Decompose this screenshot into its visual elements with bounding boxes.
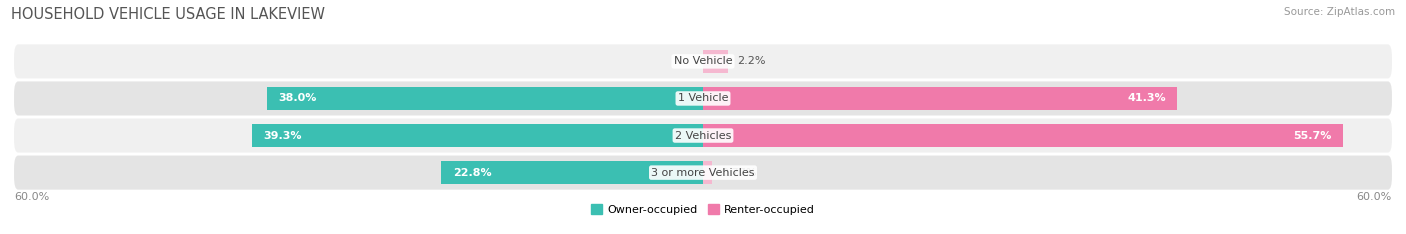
Text: 2 Vehicles: 2 Vehicles xyxy=(675,131,731,141)
Bar xyxy=(252,124,703,147)
Text: 60.0%: 60.0% xyxy=(1357,192,1392,202)
Bar xyxy=(267,87,703,110)
FancyBboxPatch shape xyxy=(14,81,1392,116)
Text: 1 Vehicle: 1 Vehicle xyxy=(678,93,728,103)
Bar xyxy=(703,161,711,184)
Text: HOUSEHOLD VEHICLE USAGE IN LAKEVIEW: HOUSEHOLD VEHICLE USAGE IN LAKEVIEW xyxy=(11,7,325,22)
Text: 55.7%: 55.7% xyxy=(1292,131,1331,141)
Text: Source: ZipAtlas.com: Source: ZipAtlas.com xyxy=(1284,7,1395,17)
Text: 41.3%: 41.3% xyxy=(1128,93,1166,103)
Text: 3 or more Vehicles: 3 or more Vehicles xyxy=(651,168,755,178)
Bar xyxy=(441,161,703,184)
Text: 38.0%: 38.0% xyxy=(278,93,316,103)
FancyBboxPatch shape xyxy=(14,44,1392,78)
FancyBboxPatch shape xyxy=(14,118,1392,153)
Text: 22.8%: 22.8% xyxy=(453,168,491,178)
Bar xyxy=(703,50,728,73)
Text: 2.2%: 2.2% xyxy=(738,56,766,66)
Bar xyxy=(703,87,1177,110)
Bar xyxy=(703,124,1343,147)
Text: 0.77%: 0.77% xyxy=(721,168,756,178)
Text: 39.3%: 39.3% xyxy=(263,131,302,141)
Text: No Vehicle: No Vehicle xyxy=(673,56,733,66)
Legend: Owner-occupied, Renter-occupied: Owner-occupied, Renter-occupied xyxy=(586,200,820,219)
Text: 60.0%: 60.0% xyxy=(14,192,49,202)
FancyBboxPatch shape xyxy=(14,156,1392,190)
